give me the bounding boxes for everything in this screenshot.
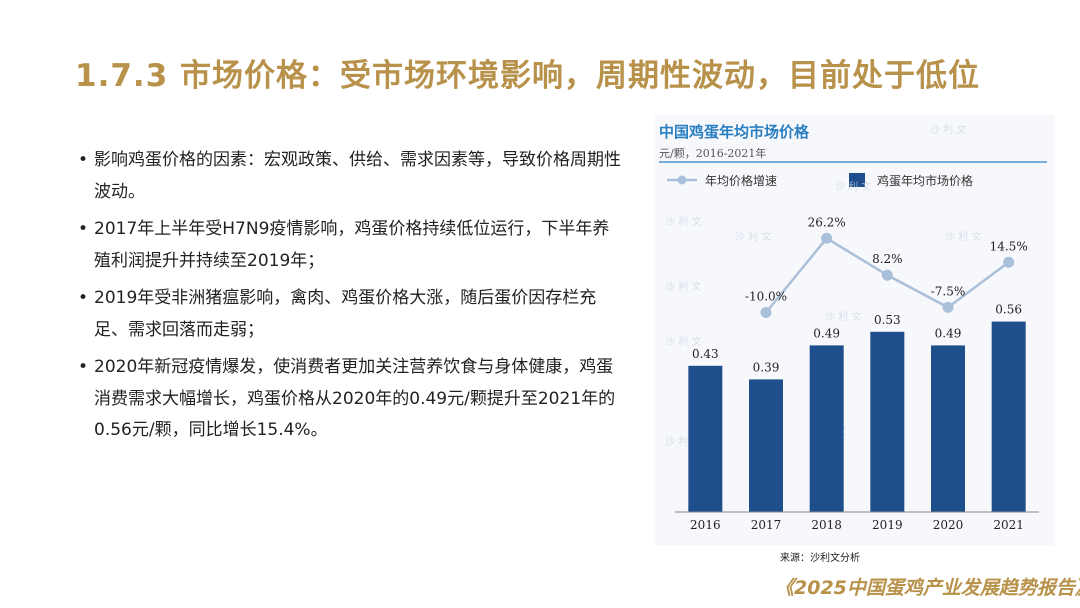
bar-2020 (931, 345, 965, 512)
watermark: 沙 利 文 (665, 335, 701, 348)
bar-2018 (809, 345, 844, 512)
bullet-list: 影响鸡蛋价格的因素：宏观政策、供给、需求因素等，导致价格周期性波动。 2017年… (78, 145, 623, 453)
bar-2019 (870, 331, 905, 512)
x-tick-2017: 2017 (751, 518, 782, 532)
chart-subtitle: 元/颗，2016-2021年 (659, 146, 766, 160)
bar-label-2019: 0.53 (874, 313, 901, 327)
x-tick-2021: 2021 (993, 518, 1024, 532)
growth-label-2018: 26.2% (808, 215, 846, 229)
source-note: 来源：沙利文分析 (780, 553, 860, 564)
watermark: 沙 利 文 (665, 280, 701, 293)
x-tick-2020: 2020 (933, 518, 964, 532)
price-chart: 中国鸡蛋年均市场价格 元/颗，2016-2021年 年均价格增速 鸡蛋年均市场价… (659, 123, 1047, 532)
growth-label-2020: -7.5% (931, 284, 966, 298)
growth-label-2019: 8.2% (872, 252, 903, 266)
x-tick-labels: 2016 2017 2018 2019 2020 2021 (690, 518, 1024, 532)
x-tick-2016: 2016 (690, 518, 721, 532)
growth-point-2018 (821, 232, 833, 244)
bullet-item: 影响鸡蛋价格的因素：宏观政策、供给、需求因素等，导致价格周期性波动。 (78, 145, 623, 208)
bar-series (688, 321, 1026, 512)
bar-label-2021: 0.56 (995, 303, 1022, 317)
report-name: 《2025中国蛋鸡产业发展趋势报告》 (775, 577, 1080, 599)
growth-point-2017 (760, 307, 772, 318)
growth-value-labels: -10.0% 26.2% 8.2% -7.5% 14.5% (745, 215, 1028, 303)
watermark: 沙 利 文 (930, 123, 966, 136)
bar-value-labels: 0.43 0.39 0.49 0.53 0.49 0.56 (692, 303, 1022, 375)
bar-label-2016: 0.43 (692, 347, 719, 361)
bar-label-2020: 0.49 (935, 326, 962, 340)
x-tick-2019: 2019 (872, 518, 903, 532)
watermark: 沙 利 文 (665, 215, 701, 228)
legend-bar-swatch (849, 173, 865, 187)
legend-line-label: 年均价格增速 (705, 173, 777, 188)
chart-panel: 中国鸡蛋年均市场价格 元/颗，2016-2021年 年均价格增速 鸡蛋年均市场价… (655, 115, 1055, 545)
watermark: 沙 利 文 (835, 180, 871, 193)
bar-label-2018: 0.49 (813, 326, 840, 340)
legend-bar-label: 鸡蛋年均市场价格 (877, 173, 973, 188)
growth-point-2021 (1003, 256, 1015, 268)
bar-label-2017: 0.39 (753, 360, 780, 374)
bar-2016 (688, 365, 723, 512)
page-title: 1.7.3 市场价格：受市场环境影响，周期性波动，目前处于低位 (75, 58, 981, 94)
legend-line-marker (677, 175, 687, 185)
bar-2021 (991, 321, 1026, 512)
growth-label-2017: -10.0% (745, 290, 787, 304)
bullet-item: 2017年上半年受H7N9疫情影响，鸡蛋价格持续低位运行，下半年养殖利润提升并持… (78, 214, 623, 277)
bar-2017 (749, 379, 783, 512)
growth-point-2020 (942, 301, 954, 313)
growth-point-2019 (881, 269, 893, 281)
x-tick-2018: 2018 (811, 518, 842, 532)
bullet-item: 2019年受非洲猪瘟影响，禽肉、鸡蛋价格大涨，随后蛋价因存栏充足、需求回落而走弱… (78, 283, 623, 346)
growth-label-2021: 14.5% (990, 239, 1028, 253)
watermark: 沙 利 文 (825, 310, 861, 323)
bullet-item: 2020年新冠疫情爆发，使消费者更加关注营养饮食与身体健康，鸡蛋消费需求大幅增长… (78, 352, 623, 447)
growth-line-series (760, 232, 1015, 318)
chart-title: 中国鸡蛋年均市场价格 (659, 123, 810, 141)
watermark: 沙 利 文 (945, 230, 981, 243)
watermark: 沙 利 文 (735, 230, 771, 243)
legend: 年均价格增速 鸡蛋年均市场价格 (667, 173, 973, 188)
